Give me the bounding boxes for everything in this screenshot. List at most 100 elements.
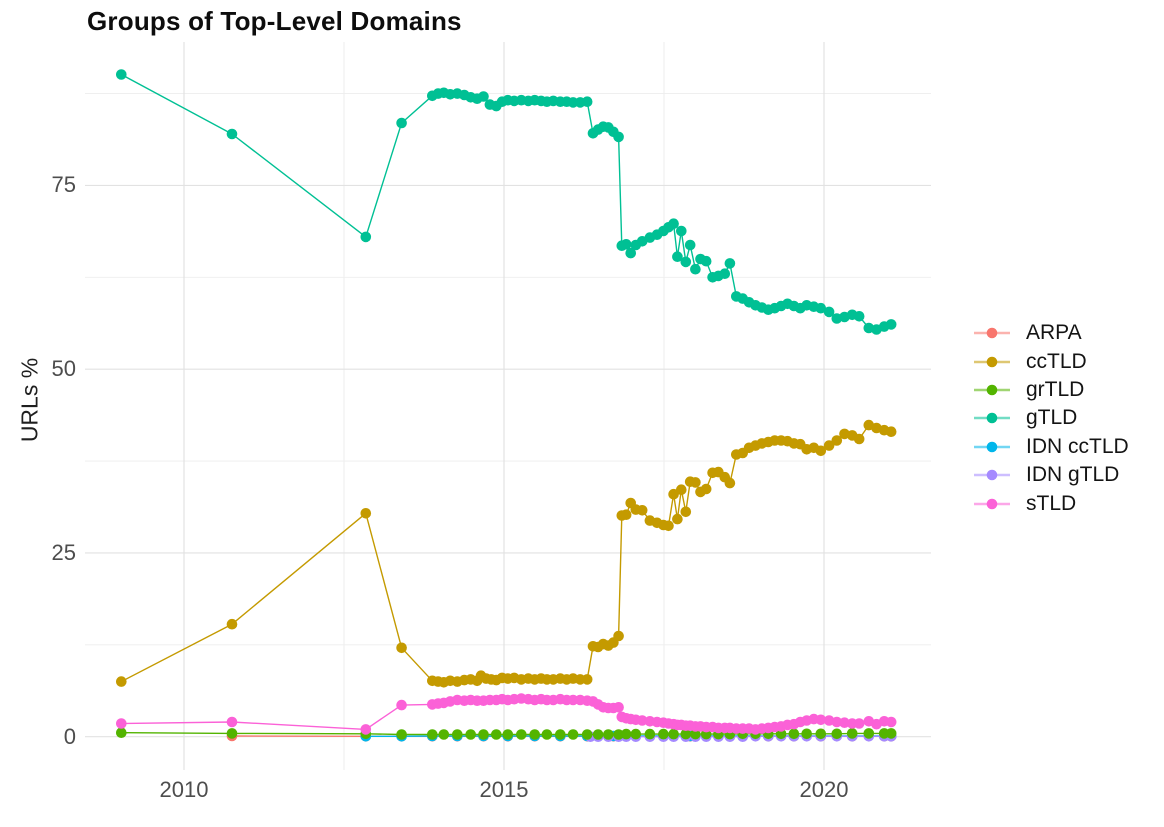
data-point-gtld <box>719 268 731 280</box>
data-point-cctld <box>680 506 692 518</box>
data-point-stld <box>396 699 407 711</box>
data-point-grtld <box>502 729 514 740</box>
legend-item-cctld: ccTLD <box>972 347 1129 375</box>
data-point-stld <box>815 714 827 726</box>
legend-item-stld: sTLD <box>972 489 1129 517</box>
series-line-gtld <box>120 73 892 331</box>
data-point-stld <box>885 716 897 728</box>
data-point-grtld <box>658 728 669 740</box>
legend-item-idn-gtld: IDN gTLD <box>972 461 1129 489</box>
data-point-cctld <box>360 508 372 519</box>
data-point-grtld <box>801 728 812 740</box>
legend-label-gtld: gTLD <box>1026 406 1078 430</box>
data-point-stld <box>831 716 843 728</box>
data-point-cctld <box>613 630 624 642</box>
data-point-stld <box>636 715 648 726</box>
data-point-gtld <box>724 258 736 269</box>
data-point-grtld <box>690 728 701 740</box>
data-point-cctld <box>700 483 712 495</box>
data-point-cctld <box>853 433 865 445</box>
data-point-grtld <box>603 729 614 740</box>
chart-title: Groups of Top-Level Domains <box>87 6 462 36</box>
data-point-grtld <box>863 728 875 739</box>
legend-label-cctld: ccTLD <box>1026 349 1087 373</box>
x-tick-2020: 2020 <box>799 777 849 802</box>
data-point-grtld <box>452 729 463 740</box>
legend-key-dot <box>986 413 998 424</box>
legend-key-dot <box>986 441 998 453</box>
data-point-gtld <box>680 256 692 268</box>
data-point-gtld <box>226 128 238 140</box>
data-point-grtld <box>831 728 843 740</box>
data-point-grtld <box>885 728 897 739</box>
data-point-stld <box>613 702 624 713</box>
legend-item-grtld: grTLD <box>972 376 1129 404</box>
data-point-gtld <box>360 231 372 243</box>
data-point-cctld <box>676 484 687 496</box>
data-point-grtld <box>630 728 642 740</box>
data-point-gtld <box>885 319 897 330</box>
legend-key-dot <box>986 384 998 396</box>
data-point-gtld <box>815 302 827 314</box>
data-point-grtld <box>788 728 800 740</box>
legend-key-dot <box>986 469 998 481</box>
data-point-gtld <box>676 225 687 237</box>
data-point-grtld <box>491 729 502 740</box>
data-point-grtld <box>427 729 438 740</box>
data-point-grtld <box>396 729 407 740</box>
legend-item-arpa: ARPA <box>972 319 1129 347</box>
data-point-stld <box>226 716 238 728</box>
legend-key-icon-cctld <box>974 356 1010 367</box>
data-point-gtld <box>700 255 712 267</box>
y-tick-25: 25 <box>51 540 76 565</box>
data-point-cctld <box>815 445 827 457</box>
legend-key-icon-idn-gtld <box>974 469 1010 481</box>
data-point-grtld <box>555 729 566 740</box>
data-point-gtld <box>853 311 865 322</box>
data-point-grtld <box>592 729 604 740</box>
legend-key-icon-idn-cctld <box>974 441 1010 453</box>
data-point-cctld <box>724 477 736 489</box>
data-point-gtld <box>625 247 636 259</box>
data-point-grtld <box>581 729 593 740</box>
data-point-grtld <box>567 729 579 740</box>
legend: ARPA ccTLD grTLD gTLD IDN ccTLD IDN gTLD sTLD <box>972 319 1129 518</box>
legend-key-icon-gtld <box>974 413 1010 424</box>
y-tick-50: 50 <box>51 356 76 381</box>
data-point-gtld <box>613 131 624 143</box>
data-point-grtld <box>680 728 692 740</box>
data-point-gtld <box>823 306 835 318</box>
data-point-cctld <box>226 618 238 630</box>
legend-label-idn-gtld: IDN gTLD <box>1026 463 1120 487</box>
data-point-stld <box>360 724 372 735</box>
data-point-gtld <box>396 117 407 129</box>
data-point-stld <box>116 718 127 729</box>
data-point-gtld <box>690 263 701 275</box>
data-point-cctld <box>672 513 683 525</box>
data-point-grtld <box>815 728 827 740</box>
data-point-grtld <box>529 729 540 740</box>
data-point-cctld <box>831 435 843 446</box>
data-point-grtld <box>846 728 858 739</box>
data-point-grtld <box>116 727 127 738</box>
data-point-grtld <box>516 729 527 740</box>
legend-label-grtld: grTLD <box>1026 377 1085 401</box>
data-point-grtld <box>613 729 624 740</box>
legend-item-idn-cctld: IDN ccTLD <box>972 433 1129 461</box>
data-point-cctld <box>663 520 674 532</box>
legend-label-arpa: ARPA <box>1026 321 1082 345</box>
data-point-cctld <box>690 477 701 488</box>
data-point-grtld <box>620 728 632 740</box>
y-tick-0: 0 <box>63 724 76 749</box>
data-point-cctld <box>636 505 648 516</box>
legend-label-idn-cctld: IDN ccTLD <box>1026 434 1129 458</box>
data-point-stld <box>839 717 850 728</box>
data-point-grtld <box>668 728 679 740</box>
data-point-gtld <box>620 239 632 250</box>
series-gtld <box>116 69 897 335</box>
legend-key-dot <box>986 356 998 367</box>
x-tick-2015: 2015 <box>479 777 529 802</box>
y-tick-75: 75 <box>51 172 76 197</box>
data-point-cctld <box>668 488 679 500</box>
